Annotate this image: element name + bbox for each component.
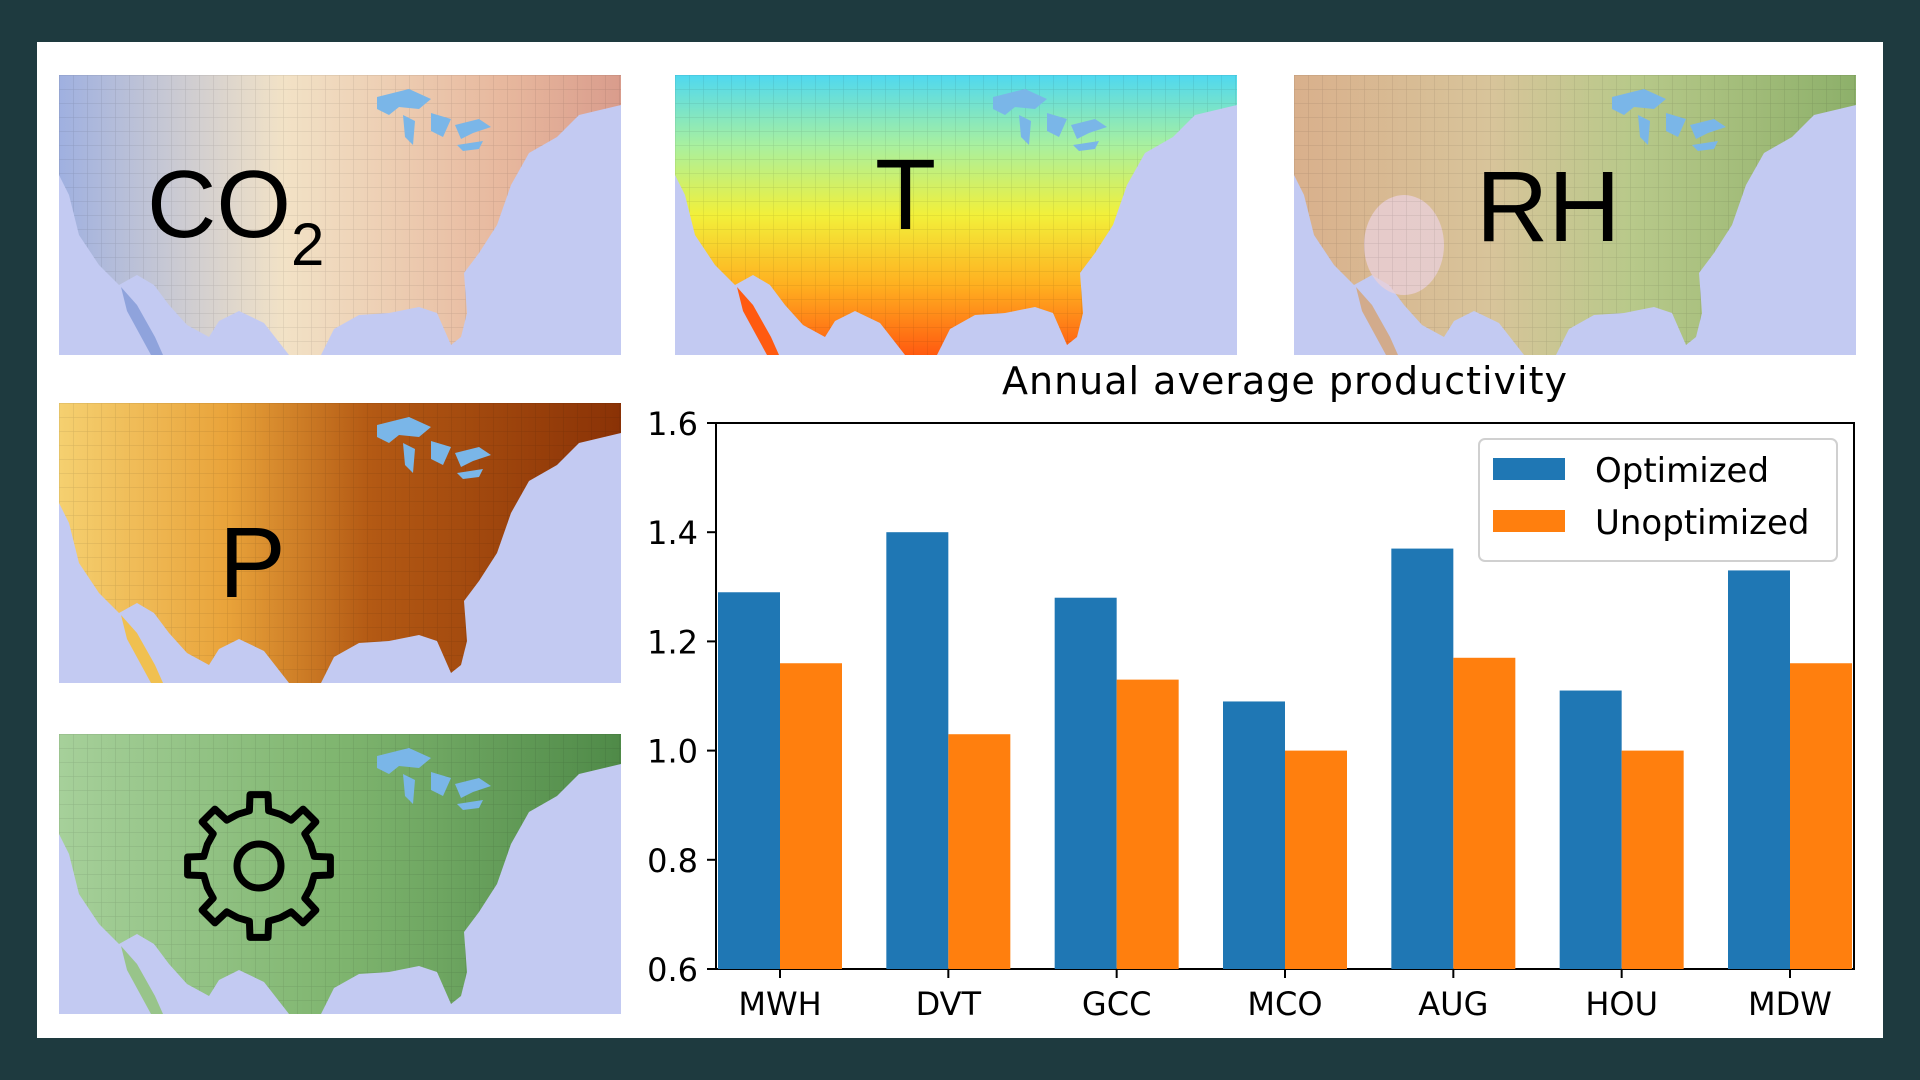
legend-box [1478, 438, 1838, 562]
humidity-label: RH [1476, 151, 1621, 263]
temperature-label: T [875, 139, 937, 251]
x-tick-label-gcc: GCC [1082, 985, 1151, 1023]
bar-unoptimized-mwh [780, 663, 842, 969]
y-tick-label: 1.6 [647, 405, 698, 443]
optimization-map [59, 734, 621, 1014]
precipitation-map-image [59, 403, 621, 683]
co2-subscript: 2 [291, 211, 325, 278]
bar-unoptimized-hou [1621, 750, 1684, 969]
x-tick-label-dvt: DVT [916, 985, 982, 1023]
y-tick-label: 1.0 [647, 733, 698, 771]
bar-optimized-mwh [718, 592, 780, 969]
figure-card: CO2 T RH P [37, 42, 1883, 1038]
precipitation-map: P [59, 403, 621, 683]
temperature-map-image [675, 75, 1237, 355]
chart-title: Annual average productivity [1002, 359, 1568, 403]
y-tick-label: 0.6 [647, 951, 698, 989]
x-tick-label-aug: AUG [1418, 985, 1488, 1023]
x-tick-label-mco: MCO [1247, 985, 1322, 1023]
bar-chart: Annual average productivity 0.6 0.8 1.0 1.2… [647, 359, 1855, 1023]
y-tick-label: 1.2 [647, 623, 698, 661]
legend-swatch-unoptimized [1493, 510, 1565, 532]
co2-label: CO2 [147, 151, 325, 278]
y-axis: 0.6 0.8 1.0 1.2 1.4 1.6 [647, 405, 716, 989]
x-tick-label-mwh: MWH [738, 985, 821, 1023]
humidity-map: RH [1294, 75, 1856, 355]
y-tick-label: 1.4 [647, 514, 698, 552]
optimization-map-image [59, 734, 621, 1014]
y-tick-label: 0.8 [647, 842, 698, 880]
bar-optimized-hou [1559, 690, 1622, 969]
bar-optimized-gcc [1054, 597, 1117, 969]
x-axis: MWH DVT GCC MCO AUG HOU MDW [738, 969, 1832, 1023]
bar-unoptimized-aug [1453, 657, 1516, 969]
gear-outline [184, 791, 334, 941]
precipitation-label: P [219, 507, 286, 619]
legend-swatch-optimized [1493, 458, 1565, 480]
bar-optimized-mco [1223, 701, 1285, 969]
legend-label-optimized: Optimized [1595, 451, 1769, 491]
bar-optimized-dvt [886, 532, 949, 969]
x-tick-label-mdw: MDW [1748, 985, 1832, 1023]
bar-group [718, 532, 1852, 969]
legend-label-unoptimized: Unoptimized [1595, 503, 1810, 543]
temperature-map: T [675, 75, 1237, 355]
co2-map: CO2 [59, 75, 621, 355]
bar-unoptimized-mdw [1790, 663, 1852, 969]
bar-unoptimized-mco [1285, 750, 1347, 969]
gear-icon [184, 791, 334, 941]
x-tick-label-hou: HOU [1585, 985, 1658, 1023]
bar-unoptimized-gcc [1116, 679, 1179, 969]
bar-optimized-mdw [1728, 570, 1790, 969]
humidity-map-image [1294, 75, 1856, 355]
co2-map-image [59, 75, 621, 355]
bar-unoptimized-dvt [948, 734, 1011, 969]
bar-optimized-aug [1391, 548, 1454, 969]
legend: Optimized Unoptimized [1478, 438, 1838, 562]
